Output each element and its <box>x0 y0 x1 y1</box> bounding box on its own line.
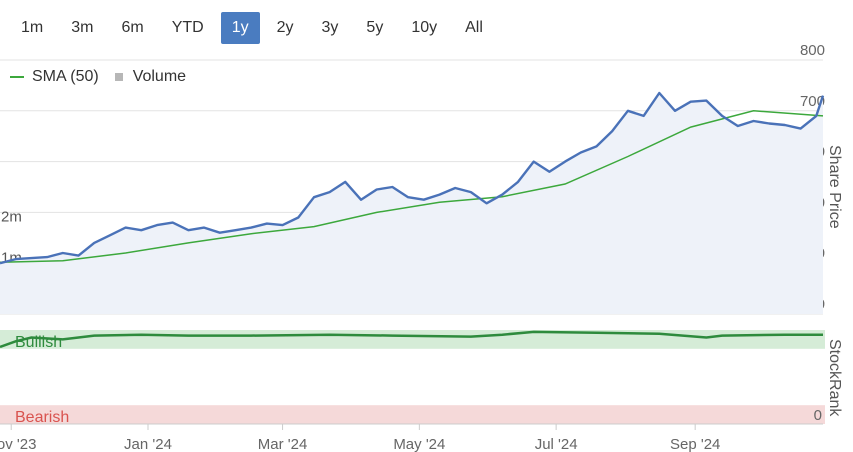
x-tick-label: Mar '24 <box>258 436 308 452</box>
range-button-10y[interactable]: 10y <box>411 19 438 36</box>
price-area <box>0 93 823 314</box>
sma-line <box>0 110 824 263</box>
stockrank-tick-label: 0 <box>814 407 822 424</box>
x-tick-label: Jan '24 <box>124 436 172 452</box>
range-button-6m[interactable]: 6m <box>121 19 144 36</box>
stockrank-zone-label: Bullish <box>15 334 62 351</box>
stockrank-zone-bullish <box>0 330 825 349</box>
chart-legend: SMA (50) Volume <box>10 68 186 86</box>
stockrank-line <box>0 330 823 349</box>
x-tick-label: May '24 <box>393 436 445 452</box>
range-selector: 1m 3m 6m YTD 1y 2y 3y 5y 10y All <box>0 12 500 44</box>
stockrank-zone-bearish <box>0 405 825 424</box>
sma-legend-label[interactable]: SMA (50) <box>32 68 99 85</box>
x-tick-label: Nov '23 <box>0 436 36 452</box>
range-button-5y[interactable]: 5y <box>366 19 384 36</box>
x-tick-label: Jul '24 <box>535 436 578 452</box>
range-button-ytd[interactable]: YTD <box>171 19 204 36</box>
stockrank-axis-title: StockRank <box>826 339 843 417</box>
x-tick-label: Sep '24 <box>670 436 720 452</box>
stockrank-zone-label: Bearish <box>15 409 69 426</box>
range-button-3y[interactable]: 3y <box>321 19 339 36</box>
volume-legend-swatch <box>114 73 123 81</box>
range-button-1y[interactable]: 1y <box>220 12 260 44</box>
range-button-1m[interactable]: 1m <box>21 19 44 36</box>
range-button-all[interactable]: All <box>465 19 483 36</box>
volume-tick-label: 2m <box>1 208 22 225</box>
price-line <box>0 91 825 265</box>
volume-legend-label[interactable]: Volume <box>132 68 187 85</box>
range-button-3m[interactable]: 3m <box>71 19 94 36</box>
range-button-2y[interactable]: 2y <box>276 19 294 36</box>
sma-legend-swatch <box>10 76 24 78</box>
price-tick-label: 800 <box>800 42 825 59</box>
price-axis-title: Share Price <box>826 145 843 229</box>
